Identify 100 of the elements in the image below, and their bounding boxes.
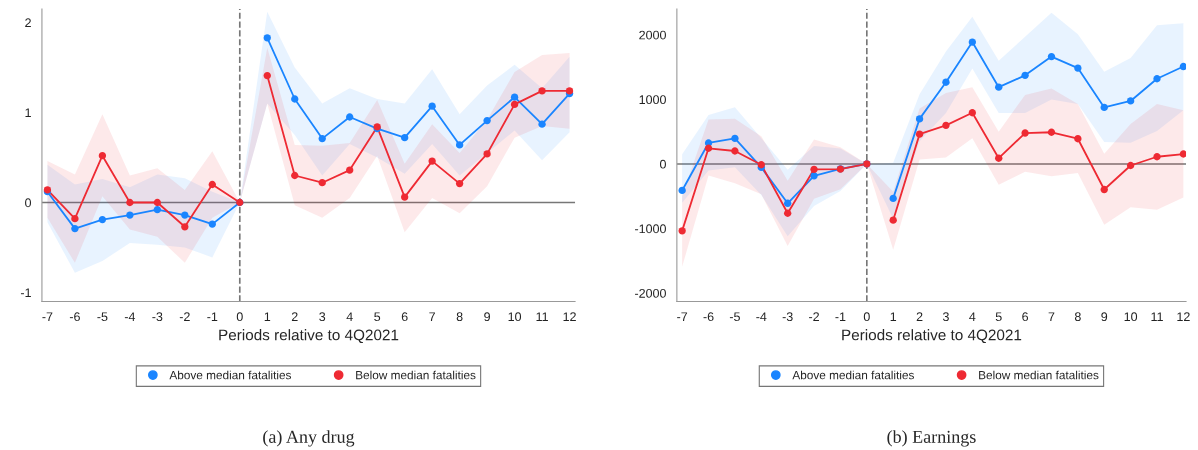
- x-tick-label: -4: [756, 312, 767, 321]
- text: (a) Any drug: [263, 430, 355, 447]
- point: [263, 34, 271, 42]
- x-tick-label: -3: [152, 312, 163, 322]
- point: [1074, 135, 1082, 143]
- y-tick-label: 0: [659, 159, 666, 169]
- x-tick-label: 11: [1151, 312, 1163, 321]
- x-tick-label: 1: [264, 312, 271, 321]
- point: [1021, 129, 1029, 137]
- point: [1179, 62, 1187, 71]
- x-tick-label: -1: [207, 312, 218, 321]
- x-tick-label: -5: [97, 312, 108, 322]
- legend-label: Below median fatalities: [979, 370, 1099, 380]
- point: [1047, 128, 1056, 136]
- x-tick-label: 9: [484, 312, 490, 322]
- point: [889, 194, 897, 203]
- point: [455, 141, 464, 149]
- point: [455, 179, 464, 188]
- x-tick-label: 12: [1177, 312, 1190, 321]
- point: [181, 211, 189, 219]
- point: [153, 206, 162, 214]
- x-tick-label: 3: [942, 312, 949, 322]
- point: [889, 216, 897, 224]
- point: [1047, 52, 1056, 61]
- point: [783, 199, 792, 207]
- x-tick-label: 0: [863, 312, 870, 322]
- x-tick-label: 9: [1101, 312, 1108, 322]
- x-tick-label: 5: [374, 312, 381, 322]
- y-tick-label: -2000: [635, 288, 666, 298]
- x-tick-label: 11: [536, 312, 548, 321]
- point: [968, 38, 977, 46]
- x-tick-label: 8: [456, 312, 463, 322]
- x-tick-label: 4: [969, 312, 976, 321]
- x-tick-label: -2: [809, 312, 819, 321]
- x-tick-label: 7: [1048, 312, 1055, 321]
- point: [968, 109, 977, 117]
- y-tick-label: 2000: [639, 30, 666, 40]
- legend-label: Above median fatalities: [792, 370, 914, 380]
- x-tick-label: 0: [236, 312, 243, 322]
- point: [71, 224, 79, 233]
- point: [995, 154, 1003, 162]
- point: [915, 130, 924, 138]
- point: [538, 120, 546, 128]
- point: [1153, 75, 1161, 83]
- y-tick-label: 2: [25, 18, 31, 28]
- x-tick-label: 7: [429, 312, 435, 321]
- point: [483, 116, 491, 125]
- x-tick-label: -5: [729, 312, 740, 322]
- point: [181, 223, 189, 231]
- point: [346, 113, 354, 121]
- point: [810, 165, 818, 173]
- point: [126, 198, 134, 207]
- point: [483, 150, 491, 158]
- point: [1126, 161, 1135, 170]
- x-tick-label: -7: [42, 312, 53, 321]
- point: [98, 152, 107, 160]
- x-tick-label: 2: [916, 312, 923, 321]
- point: [291, 171, 299, 180]
- x-tick-label: 4: [346, 312, 353, 321]
- point: [126, 211, 134, 219]
- point: [538, 87, 546, 95]
- x-tick-label: -6: [69, 312, 80, 322]
- point: [208, 220, 216, 228]
- x-tick-label: 6: [1022, 312, 1029, 322]
- x-tick-label: -2: [179, 312, 190, 321]
- point: [1126, 97, 1135, 105]
- point: [783, 209, 792, 217]
- point: [98, 215, 107, 224]
- point: [318, 179, 326, 187]
- y-tick-label: -1000: [635, 224, 666, 234]
- text: (b) Earnings: [887, 430, 976, 447]
- x-tick-label: 2: [291, 312, 298, 321]
- point: [208, 180, 216, 189]
- point: [1100, 103, 1108, 112]
- x-tick-label: 1: [890, 312, 897, 321]
- point: [731, 134, 739, 143]
- point: [1100, 185, 1108, 194]
- point: [1153, 153, 1161, 161]
- point: [510, 100, 519, 109]
- y-tick-label: -1: [20, 288, 31, 298]
- x-tick-label: -7: [677, 312, 688, 321]
- x-axis-title: Periods relative to 4Q2021: [842, 329, 1022, 344]
- legend-label: Above median fatalities: [169, 370, 292, 380]
- point: [400, 134, 409, 142]
- point: [942, 78, 950, 86]
- point: [510, 93, 519, 101]
- point: [995, 83, 1003, 91]
- y-tick-label: 0: [25, 198, 32, 208]
- point: [71, 215, 79, 223]
- x-tick-label: -4: [124, 312, 136, 321]
- point: [428, 102, 436, 110]
- point: [1179, 150, 1187, 158]
- x-tick-label: -6: [703, 312, 714, 322]
- x-tick-label: 12: [563, 312, 576, 321]
- point: [1074, 64, 1082, 72]
- y-tick-label: 1: [25, 108, 31, 118]
- point: [704, 144, 713, 152]
- legend-label: Below median fatalities: [356, 370, 476, 380]
- x-tick-label: 8: [1074, 312, 1081, 322]
- x-tick-label: 10: [1124, 312, 1138, 322]
